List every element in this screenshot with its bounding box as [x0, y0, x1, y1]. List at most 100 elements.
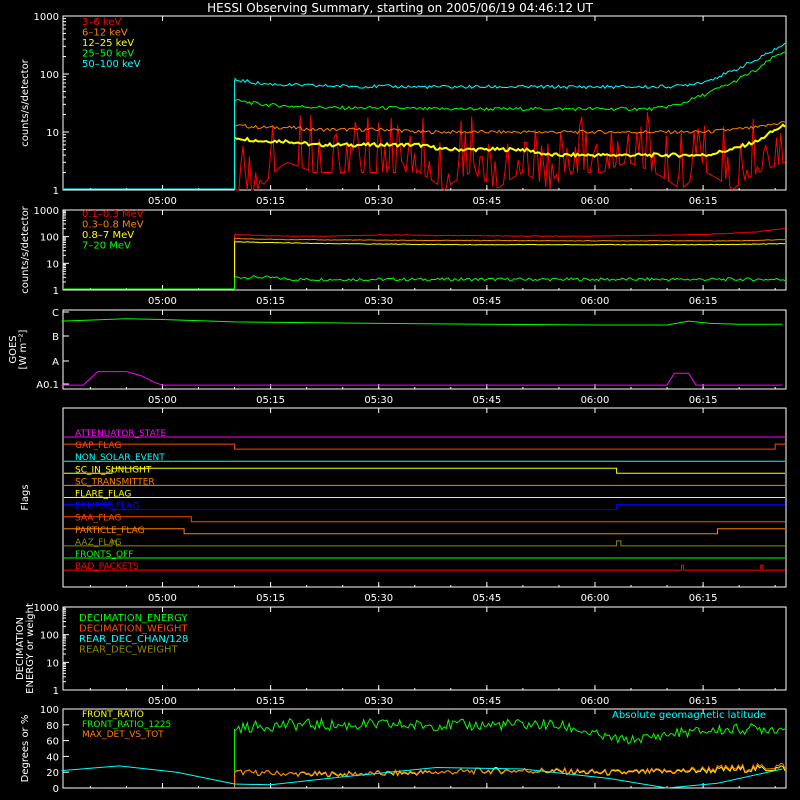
decimation-panel-ylabel: ENERGY or weight [25, 603, 36, 694]
high-energy-panel-ytick-label: 1 [53, 286, 59, 297]
ratios-panel-ylabel: Degrees or % [20, 715, 31, 783]
flags-panel-flag-line [64, 516, 785, 523]
flags-panel-flag-line [64, 443, 785, 450]
flags-panel-flag-label: NON_SOLAR_EVENT [75, 453, 165, 463]
rates-panel-series-line [234, 51, 786, 112]
goes-panel-xtick-label: 05:30 [364, 395, 393, 406]
high-energy-panel-ytick-label: 1000 [34, 206, 59, 217]
ratios-panel-series-line [234, 717, 786, 745]
decimation-panel-ytick-label: 1000 [34, 603, 59, 614]
flags-panel-flag-line [64, 540, 785, 547]
rates-panel-ytick-label: 1 [53, 186, 59, 197]
goes-panel-xtick-label: 05:15 [256, 395, 285, 406]
high-energy-panel-xtick-label: 05:45 [472, 296, 501, 307]
rates-panel-series-line [234, 123, 786, 159]
goes-panel-series-line [61, 371, 783, 386]
rates-panel-xtick-label: 05:15 [256, 196, 285, 207]
high-energy-panel-xtick-label: 06:00 [581, 296, 610, 307]
goes-panel-xtick-label: 06:00 [581, 395, 610, 406]
high-energy-panel-xtick-label: 06:15 [689, 296, 718, 307]
flags-panel-flag-label: FRONTS_OFF [75, 550, 133, 560]
flags-panel-flag-label: PARTICLE_FLAG [75, 526, 145, 536]
high-energy-panel-frame [62, 209, 787, 291]
rates-panel-legend-item: 12–25 keV [82, 38, 134, 49]
goes-panel-series-line [61, 318, 783, 326]
ratios-panel-legend-item: FRONT_RATIO [82, 710, 144, 720]
decimation-panel: 05:00 05:15 05:30 05:45 06:00 06:15 DECIMATION… [15, 603, 787, 707]
ratios-panel-series-line [61, 765, 783, 789]
goes-panel-ylabel-unit: [W m⁻²] [18, 329, 29, 369]
ratios-panel-ytick-label: 20 [46, 768, 59, 779]
high-energy-panel-xtick-label: 05:15 [256, 296, 285, 307]
rates-panel-legend-item: 25–50 keV [82, 49, 134, 60]
goes-panel-xtick-label: 05:45 [472, 395, 501, 406]
ratios-panel-ytick-label: 80 [46, 721, 59, 732]
ratios-panel-legend-item: MAX_DET_VS_TOT [82, 730, 164, 740]
flags-panel-flag-label: BAD_PACKETS [75, 562, 139, 572]
rates-panel-series-line [234, 42, 786, 90]
goes-panel-ylabel: GOES [8, 335, 19, 363]
flags-panel-flag-label: GAP_FLAG [75, 441, 121, 451]
flags-panel-flag-label: ECLIPSE_FLAG [75, 502, 139, 512]
high-energy-panel-xtick-label: 05:30 [364, 296, 393, 307]
decimation-panel-xtick-label: 06:15 [689, 696, 718, 707]
ratios-panel-series-line [234, 762, 786, 778]
rates-panel: 05:00 05:15 05:30 05:45 06:00 06:15 counts/s/d… [20, 12, 787, 207]
flags-panel-ylabel: Flags [20, 484, 31, 510]
flags-panel-flag-label: FLARE_FLAG [75, 490, 131, 500]
flags-panel-xtick-label: 05:00 [148, 593, 177, 604]
flags-panel-xtick-label: 05:30 [364, 593, 393, 604]
decimation-panel-xtick-label: 05:00 [148, 696, 177, 707]
goes-panel-frame [62, 309, 787, 390]
decimation-panel-xtick-label: 05:30 [364, 696, 393, 707]
high-energy-panel-legend-item: 0.3–0.8 MeV [82, 220, 144, 231]
high-energy-panel-ytick-label: 100 [40, 233, 59, 244]
high-energy-panel-series-line [234, 275, 786, 282]
high-energy-panel-ytick-label: 10 [46, 259, 59, 270]
high-energy-panel-series-line [234, 237, 786, 242]
rates-panel-ylabel: counts/s/detector [20, 58, 31, 146]
goes-panel: 05:00 05:15 05:30 05:45 06:00 06:15 GOES [W m⁻²… [8, 308, 787, 406]
rates-panel-ytick-label: 10 [46, 128, 59, 139]
rates-panel-xtick-label: 05:00 [148, 196, 177, 207]
rates-panel-xtick-label: 06:15 [689, 196, 718, 207]
flags-panel-flag-label: SC_TRANSMITTER [75, 477, 155, 487]
decimation-panel-legend-item: DECIMATION_ENERGY [79, 613, 188, 624]
decimation-panel-legend-item: REAR_DEC_CHAN/128 [79, 634, 188, 645]
high-energy-panel-legend-item: 0.8–7 MeV [82, 230, 134, 241]
decimation-panel-legend-item: DECIMATION_WEIGHT [79, 624, 188, 635]
goes-panel-xtick-label: 06:15 [689, 395, 718, 406]
high-energy-panel-xtick-label: 05:00 [148, 296, 177, 307]
high-energy-panel-series-line [234, 228, 786, 237]
ratios-panel-ytick-label: 60 [46, 737, 59, 748]
flags-panel-flag-label: ATTENUATOR_STATE [75, 429, 167, 439]
ratios-panel-frame [62, 708, 787, 789]
goes-panel-ytick-label: A [52, 357, 59, 368]
high-energy-panel-legend-item: 7–20 MeV [82, 241, 131, 252]
rates-panel-ytick-label: 100 [40, 70, 59, 81]
ratios-panel-legend-item: FRONT_RATIO_1225 [82, 720, 171, 730]
ratios-panel-ytick-label: 40 [46, 752, 59, 763]
goes-panel-ytick-label: A0.1 [36, 380, 59, 391]
rates-panel-series-line [234, 121, 786, 135]
decimation-panel-ytick-label: 1 [53, 686, 59, 697]
decimation-panel-ylabel: DECIMATION [15, 617, 26, 680]
decimation-panel-ytick-label: 100 [40, 631, 59, 642]
rates-panel-legend-item: 3–6 keV [82, 17, 121, 28]
rates-panel-legend-item: 50–100 keV [82, 59, 141, 70]
decimation-panel-xtick-label: 06:00 [581, 696, 610, 707]
ratios-panel-annotation: Absolute geomagnetic latitude [612, 710, 766, 721]
rates-panel-xtick-label: 05:30 [364, 196, 393, 207]
high-energy-panel-series-line [234, 241, 786, 246]
rates-panel-frame [62, 15, 787, 191]
rates-panel-xtick-label: 06:00 [581, 196, 610, 207]
flags-panel-flag-line [64, 467, 785, 474]
flags-panel-flag-line [64, 564, 785, 571]
goes-panel-ytick-label: B [52, 332, 59, 343]
decimation-panel-ytick-label: 10 [46, 658, 59, 669]
flags-panel-xtick-label: 06:00 [581, 593, 610, 604]
ratios-panel-ytick-label: 0 [53, 784, 59, 795]
flags-panel-flag-line [64, 528, 785, 535]
rates-panel-xtick-label: 05:45 [472, 196, 501, 207]
